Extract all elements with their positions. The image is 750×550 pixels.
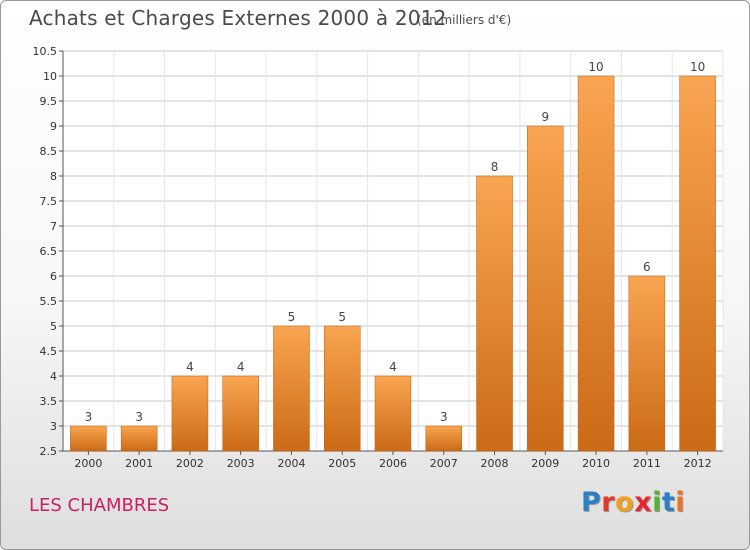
x-tick-label-2006: 2006 [379, 457, 407, 470]
x-tick-label-2007: 2007 [430, 457, 458, 470]
y-tick-label: 5 [50, 320, 57, 333]
x-tick-label-2003: 2003 [227, 457, 255, 470]
bar-2001 [120, 425, 158, 452]
data-label-2009: 9 [541, 110, 549, 124]
data-label-2002: 4 [186, 360, 194, 374]
bar-2002 [171, 375, 209, 452]
data-label-2010: 10 [588, 60, 603, 74]
data-label-2005: 5 [338, 310, 346, 324]
x-tick-label-2001: 2001 [125, 457, 153, 470]
y-tick-label: 10.5 [33, 45, 58, 58]
bar-2011 [628, 275, 666, 452]
y-tick-label: 10 [43, 70, 57, 83]
data-label-2000: 3 [85, 410, 93, 424]
y-tick-label: 7.5 [40, 195, 58, 208]
data-label-2001: 3 [135, 410, 143, 424]
y-tick-label: 7 [50, 220, 57, 233]
data-label-2007: 3 [440, 410, 448, 424]
y-tick-label: 4.5 [40, 345, 58, 358]
x-tick-label-2012: 2012 [684, 457, 712, 470]
bar-2007 [425, 425, 463, 452]
chart-title: Achats et Charges Externes 2000 à 2012 [29, 6, 447, 30]
x-tick-label-2004: 2004 [277, 457, 305, 470]
y-tick-label: 6.5 [40, 245, 58, 258]
y-tick-label: 8 [50, 170, 57, 183]
y-tick-label: 8.5 [40, 145, 58, 158]
y-tick-label: 9 [50, 120, 57, 133]
x-tick-label-2000: 2000 [74, 457, 102, 470]
y-tick-label: 3.5 [40, 395, 58, 408]
x-tick-label-2009: 2009 [531, 457, 559, 470]
data-label-2012: 10 [690, 60, 705, 74]
bar-2005 [323, 325, 361, 452]
bar-2009 [527, 125, 564, 452]
y-tick-label: 3 [50, 420, 57, 433]
y-tick-label: 9.5 [40, 95, 58, 108]
bar-2000 [70, 425, 107, 452]
y-tick-label: 2.5 [40, 445, 58, 458]
data-label-2011: 6 [643, 260, 651, 274]
data-label-2003: 4 [237, 360, 245, 374]
y-tick-label: 4 [50, 370, 57, 383]
y-tick-label: 6 [50, 270, 57, 283]
data-label-2006: 4 [389, 360, 397, 374]
x-tick-label-2010: 2010 [582, 457, 610, 470]
bar-2004 [273, 325, 310, 452]
proxiti-logo: Proxiti [581, 487, 686, 518]
data-label-2004: 5 [288, 310, 296, 324]
x-tick-label-2008: 2008 [481, 457, 509, 470]
y-tick-label: 5.5 [40, 295, 58, 308]
x-tick-label-2011: 2011 [633, 457, 661, 470]
bar-2012 [679, 75, 716, 452]
data-label-2008: 8 [491, 160, 499, 174]
chart-subtitle: (en milliers d'€) [417, 13, 512, 27]
x-tick-label-2005: 2005 [328, 457, 356, 470]
commune-name: LES CHAMBRES [29, 495, 170, 516]
bar-2003 [222, 375, 259, 452]
bar-2006 [374, 375, 412, 452]
bar-2008 [476, 175, 513, 452]
bar-2010 [577, 75, 615, 452]
x-tick-label-2002: 2002 [176, 457, 204, 470]
